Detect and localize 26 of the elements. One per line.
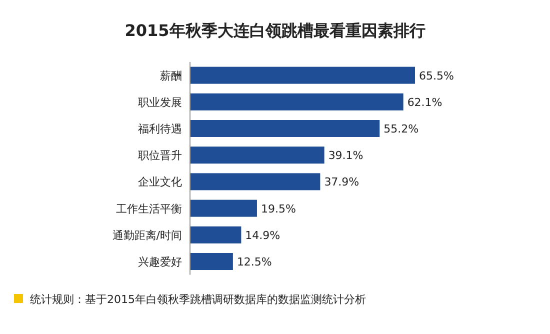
- y-tick-label: 企业文化: [138, 176, 182, 189]
- y-tick-label: 福利待遇: [138, 122, 182, 136]
- y-tick-label: 工作生活平衡: [116, 202, 182, 216]
- data-label: 55.2%: [384, 122, 419, 136]
- bar: [190, 120, 380, 137]
- bar: [190, 200, 257, 217]
- y-tick-label: 兴趣爱好: [138, 256, 182, 268]
- data-label: 62.1%: [407, 96, 442, 109]
- data-label: 12.5%: [236, 256, 272, 268]
- data-label: 65.5%: [419, 69, 454, 82]
- bar: [190, 66, 415, 84]
- y-tick-label: 职业发展: [138, 96, 182, 109]
- data-label: 39.1%: [328, 149, 364, 162]
- y-tick-label: 薪酬: [160, 69, 182, 82]
- bar: [190, 146, 324, 164]
- y-tick-label: 职位晋升: [138, 149, 182, 162]
- data-label: 19.5%: [260, 202, 296, 216]
- bar: [190, 226, 242, 244]
- bar: [190, 173, 320, 190]
- y-tick-label: 通勤距离/时间: [112, 228, 182, 242]
- bar: [190, 93, 404, 110]
- chart-title: 2015年秋季大连白领跳槽最看重因素排行: [124, 21, 426, 40]
- bar: [190, 253, 233, 270]
- data-label: 14.9%: [245, 228, 280, 242]
- text: 统计规则：基于2015年白领秋季跳槽调研数据库的数据监测统计分析: [30, 293, 366, 306]
- data-label: 37.9%: [324, 176, 360, 189]
